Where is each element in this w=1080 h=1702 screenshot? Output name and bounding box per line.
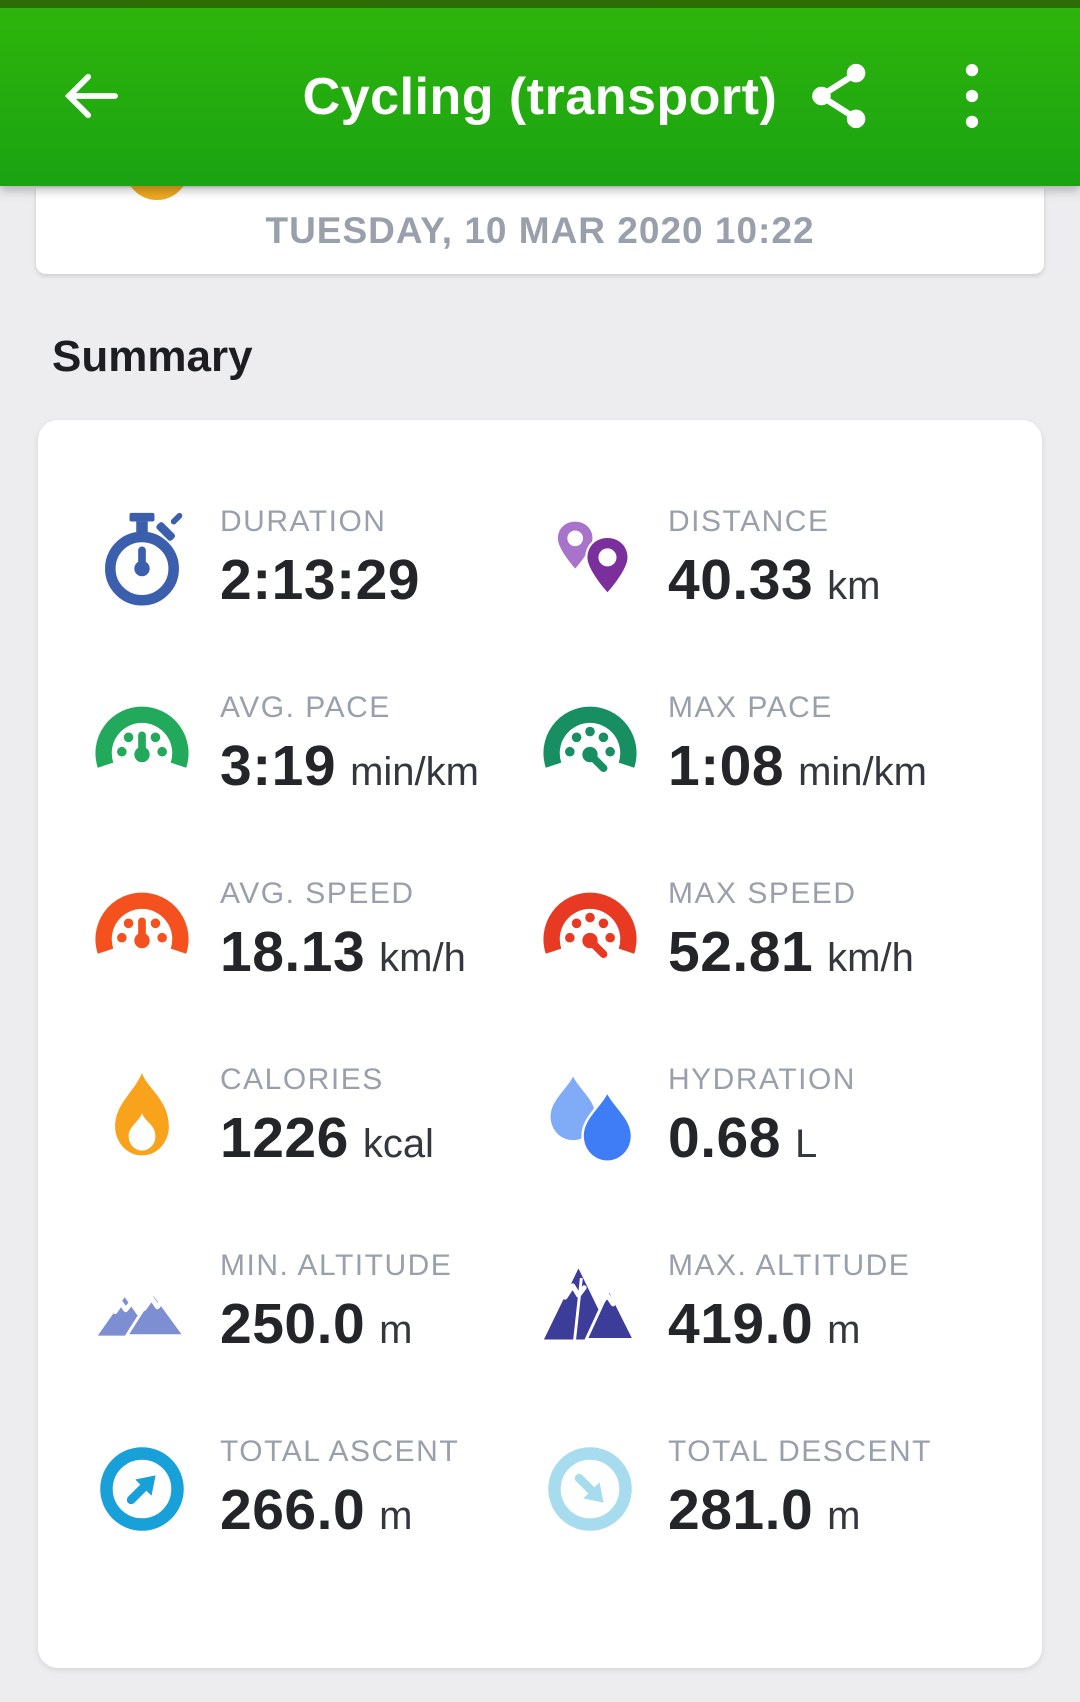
stat-value: 1226 — [220, 1106, 349, 1170]
stat-value: 419.0 — [668, 1292, 814, 1356]
stat-value: 1:08 — [668, 734, 785, 798]
stat-label: MIN. ALTITUDE — [220, 1249, 453, 1282]
back-arrow-icon — [60, 64, 124, 133]
stat-value: 0.68 — [668, 1106, 781, 1170]
stat-unit: m — [379, 1308, 413, 1352]
gauge-max-icon — [542, 697, 638, 793]
stat-avg-speed: AVG. SPEED 18.13 km/h — [94, 838, 542, 1024]
stat-unit: km — [827, 564, 881, 608]
stat-distance: DISTANCE 40.33 km — [542, 466, 1018, 652]
stat-duration: DURATION 2:13:29 — [94, 466, 542, 652]
date-card: TUESDAY, 10 MAR 2020 10:22 — [36, 188, 1044, 274]
stat-value: 18.13 — [220, 920, 366, 984]
share-button[interactable] — [800, 56, 880, 140]
arrow-up-right-circle-icon — [94, 1441, 190, 1537]
back-button[interactable] — [52, 58, 132, 138]
stat-value: 52.81 — [668, 920, 814, 984]
gauge-max-icon — [542, 883, 638, 979]
stat-unit: m — [379, 1494, 413, 1538]
stat-unit: kcal — [362, 1122, 434, 1166]
stat-value: 40.33 — [668, 548, 814, 612]
status-bar — [0, 0, 1080, 8]
overflow-menu-button[interactable] — [942, 56, 1002, 140]
page-title: Cycling (transport) — [302, 68, 778, 126]
stat-value: 3:19 — [220, 734, 337, 798]
stopwatch-icon — [94, 511, 190, 607]
mountains-icon — [542, 1255, 638, 1351]
stat-label: DISTANCE — [668, 505, 830, 538]
stat-label: AVG. PACE — [220, 691, 391, 724]
mountains-icon — [94, 1255, 190, 1351]
stat-label: AVG. SPEED — [220, 877, 415, 910]
stat-min-altitude: MIN. ALTITUDE 250.0 m — [94, 1210, 542, 1396]
stat-unit: min/km — [798, 750, 927, 794]
stat-max-pace: MAX PACE 1:08 min/km — [542, 652, 1018, 838]
stat-value: 2:13:29 — [220, 548, 420, 612]
kebab-menu-icon — [964, 62, 980, 135]
stat-unit: L — [794, 1122, 818, 1166]
stat-label: TOTAL DESCENT — [668, 1435, 932, 1468]
stat-value: 250.0 — [220, 1292, 366, 1356]
stat-label: HYDRATION — [668, 1063, 856, 1096]
stat-max-altitude: MAX. ALTITUDE 419.0 m — [542, 1210, 1018, 1396]
stat-unit: m — [827, 1308, 861, 1352]
stat-value: 281.0 — [668, 1478, 814, 1542]
gauge-icon — [94, 883, 190, 979]
stat-unit: km/h — [827, 936, 914, 980]
water-drops-icon — [542, 1069, 638, 1165]
summary-card: DURATION 2:13:29 DISTANCE — [38, 420, 1042, 1668]
stat-total-ascent: TOTAL ASCENT 266.0 m — [94, 1396, 542, 1582]
share-icon — [809, 62, 871, 135]
activity-datetime: TUESDAY, 10 MAR 2020 10:22 — [265, 210, 815, 251]
flame-icon — [94, 1069, 190, 1165]
stat-max-speed: MAX SPEED 52.81 km/h — [542, 838, 1018, 1024]
stat-unit: min/km — [350, 750, 479, 794]
app-bar: Cycling (transport) — [0, 8, 1080, 186]
stat-label: CALORIES — [220, 1063, 384, 1096]
stat-label: DURATION — [220, 505, 387, 538]
stat-calories: CALORIES 1226 kcal — [94, 1024, 542, 1210]
stat-avg-pace: AVG. PACE 3:19 min/km — [94, 652, 542, 838]
stat-label: MAX PACE — [668, 691, 833, 724]
stat-label: MAX. ALTITUDE — [668, 1249, 911, 1282]
stat-unit: km/h — [379, 936, 466, 980]
stat-value: 266.0 — [220, 1478, 366, 1542]
stat-hydration: HYDRATION 0.68 L — [542, 1024, 1018, 1210]
gauge-icon — [94, 697, 190, 793]
stat-total-descent: TOTAL DESCENT 281.0 m — [542, 1396, 1018, 1582]
arrow-down-right-circle-icon — [542, 1441, 638, 1537]
stat-label: MAX SPEED — [668, 877, 857, 910]
summary-heading: Summary — [52, 332, 253, 381]
stat-unit: m — [827, 1494, 861, 1538]
stat-label: TOTAL ASCENT — [220, 1435, 460, 1468]
map-pins-icon — [542, 511, 638, 607]
